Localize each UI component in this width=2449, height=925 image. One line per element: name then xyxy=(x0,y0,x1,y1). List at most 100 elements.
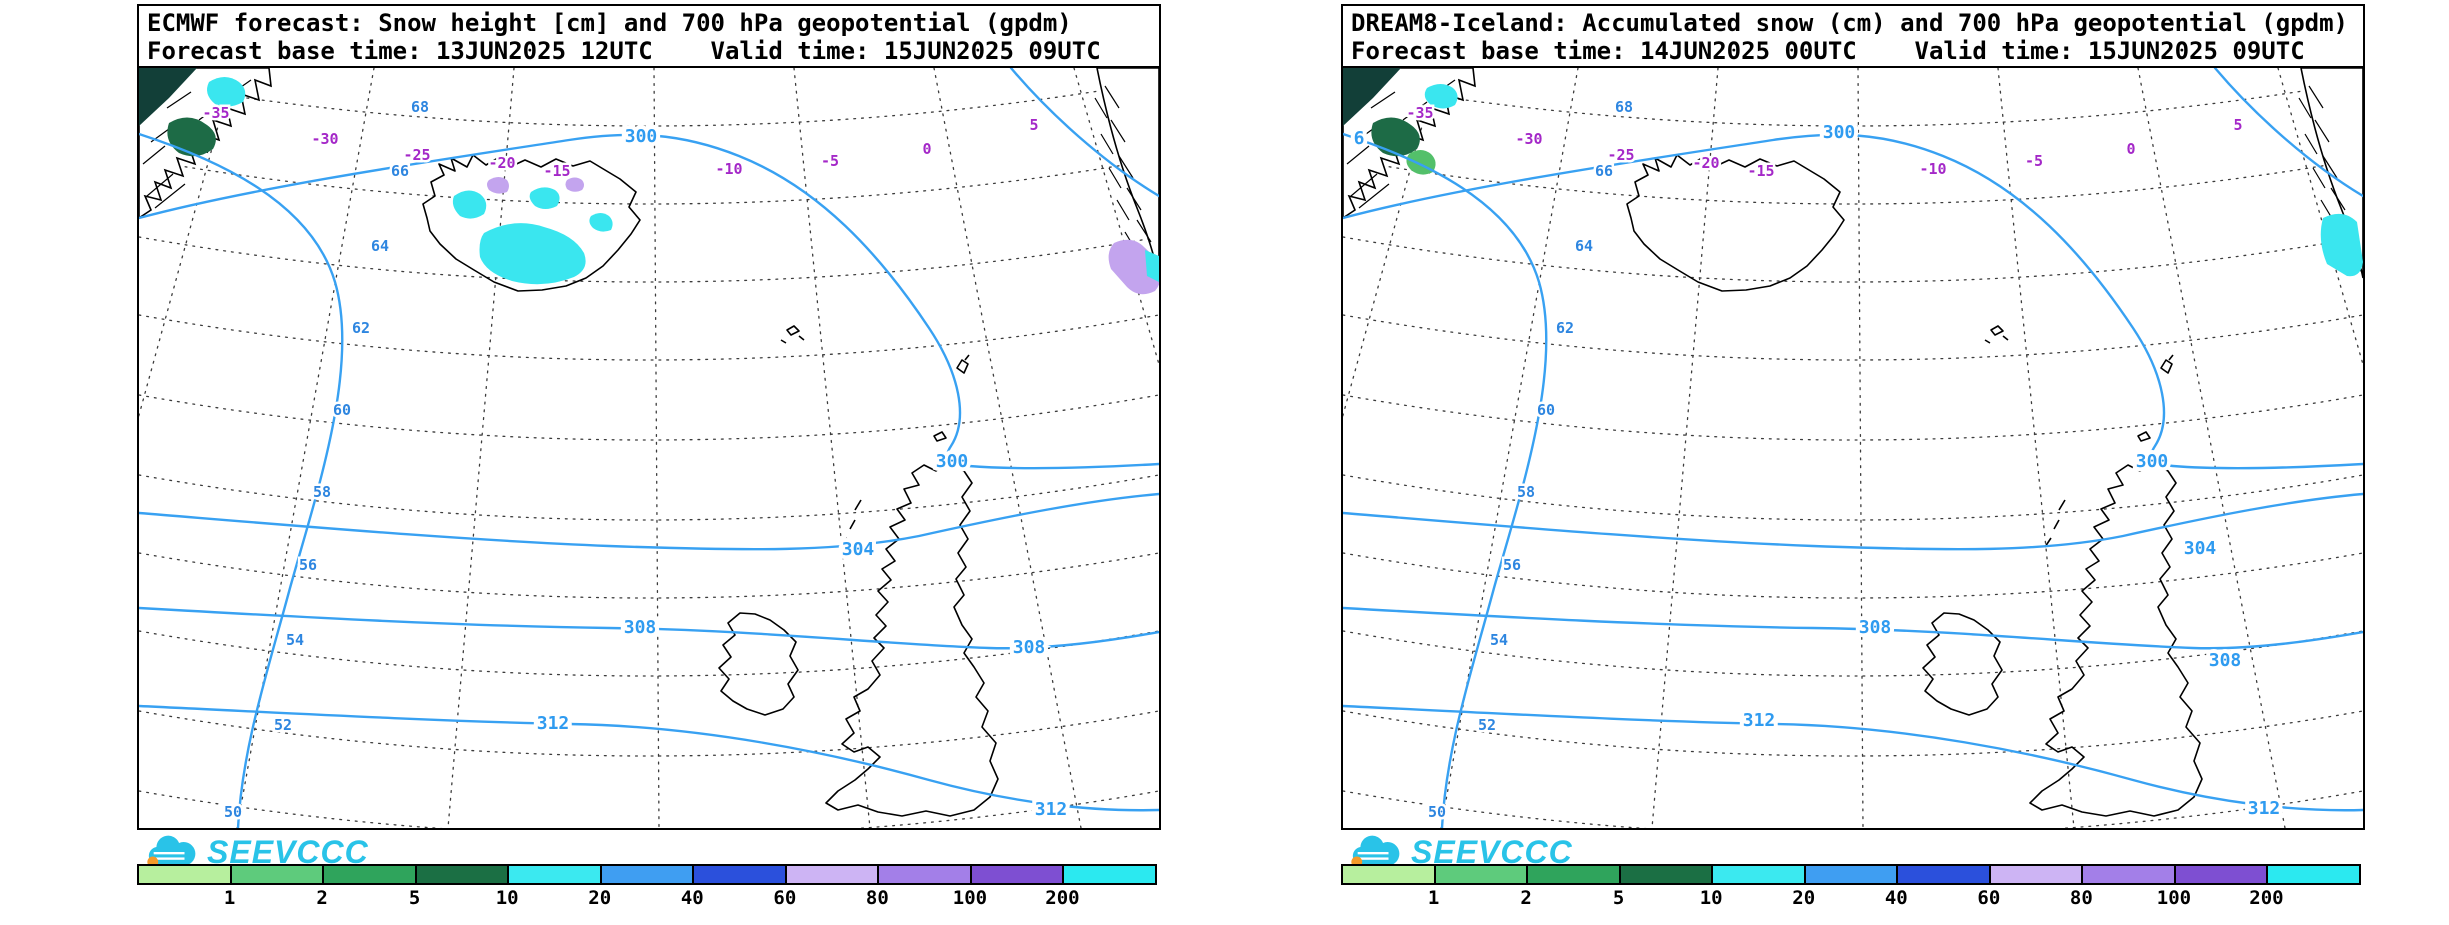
title-box: ECMWF forecast: Snow height [cm] and 700… xyxy=(137,4,1161,66)
temperature-label: -35 xyxy=(1406,104,1433,122)
latitude-label: 62 xyxy=(352,319,370,337)
map-ecmwf: 68 66 64 62 60 58 56 54 52 50 -35 -30 -25 -20 -15 -10 -… xyxy=(137,66,1161,830)
legend-cell: 40 xyxy=(601,866,704,909)
latitude-labels: 68 66 64 62 60 58 56 54 52 50 xyxy=(1425,96,1635,824)
legend-value: 80 xyxy=(2069,887,2093,909)
legend-cell: 10 xyxy=(1620,866,1723,909)
legend-cell: 10 xyxy=(416,866,519,909)
contour-label: 308 xyxy=(1013,637,1046,658)
contour-label: 312 xyxy=(537,713,570,734)
legend-cell: 80 xyxy=(786,866,889,909)
temperature-label: -15 xyxy=(543,162,570,180)
legend-bar: 1 2 5 10 20 40 60 80 100 200 xyxy=(1341,864,2361,909)
panel-subtitle: Forecast base time: 13JUN2025 12UTC Vali… xyxy=(147,37,1101,65)
legend-cell: 1 xyxy=(1343,866,1439,909)
legend-value: 2 xyxy=(316,887,328,909)
latitude-label: 50 xyxy=(224,803,242,821)
temperature-label: -5 xyxy=(821,152,839,170)
contour-label: 312 xyxy=(1035,799,1068,820)
legend-value: 1 xyxy=(1427,887,1440,909)
logo-text: SEEVCCC xyxy=(207,833,369,870)
temperature-label: -20 xyxy=(1692,154,1719,172)
contour-value-labels: 6 300 300 304 308 308 312 312 xyxy=(1350,118,2285,823)
legend-cell xyxy=(1064,866,1156,883)
temperature-label: -35 xyxy=(202,104,229,122)
temperature-label: -25 xyxy=(403,146,430,164)
temperature-label: 0 xyxy=(922,140,931,158)
legend-value: 200 xyxy=(1045,887,1080,909)
legend-value: 60 xyxy=(773,887,797,909)
legend-cell xyxy=(2268,866,2360,883)
latitude-label: 52 xyxy=(1478,716,1496,734)
temperature-label: -25 xyxy=(1607,146,1634,164)
panel-dream8: DREAM8-Iceland: Accumulated snow (cm) an… xyxy=(1341,4,2365,921)
temperature-labels: -35 -30 -25 -20 -15 -10 -5 0 5 xyxy=(200,102,1041,183)
legend-bar: 1 2 5 10 20 40 60 80 100 200 xyxy=(137,864,1157,909)
latitude-label: 66 xyxy=(391,162,409,180)
seevccc-logo: SEEVCCC xyxy=(141,832,369,872)
latitude-label: 56 xyxy=(299,556,317,574)
temperature-label: 5 xyxy=(2233,116,2242,134)
temperature-label: 0 xyxy=(2126,140,2135,158)
legend-value: 5 xyxy=(408,887,421,909)
legend-cell: 1 xyxy=(139,866,235,909)
snow-scale-legend: 1 2 5 10 20 40 60 80 100 200 xyxy=(1341,864,2361,909)
legend-value: 5 xyxy=(1612,887,1625,909)
legend-cell: 100 xyxy=(879,866,987,909)
latitude-label: 68 xyxy=(411,98,429,116)
contour-label: 300 xyxy=(625,126,658,147)
latitude-label: 54 xyxy=(1490,631,1508,649)
legend-cell: 200 xyxy=(971,866,1080,909)
legend-cell: 20 xyxy=(1713,866,1815,909)
panel-title: ECMWF forecast: Snow height [cm] and 700… xyxy=(147,9,1072,37)
latitude-label: 60 xyxy=(333,401,351,419)
legend-cell: 20 xyxy=(509,866,611,909)
contour-label: 6 xyxy=(1354,128,1365,149)
latitude-label: 60 xyxy=(1537,401,1555,419)
temperature-label: -15 xyxy=(1747,162,1774,180)
temperature-label: -30 xyxy=(311,130,338,148)
contour-value-labels: 300 300 304 308 308 312 312 xyxy=(533,122,1072,824)
temperature-label: -5 xyxy=(2025,152,2043,170)
legend-cell: 5 xyxy=(324,866,420,909)
contour-label: 308 xyxy=(2209,650,2242,671)
legend-cell: 100 xyxy=(2083,866,2191,909)
latitude-label: 64 xyxy=(1575,237,1593,255)
bottom-strip: SEEVCCC 1 2 5 10 20 40 60 80 100 200 xyxy=(137,830,1161,921)
legend-value: 20 xyxy=(588,887,612,909)
latitude-label: 68 xyxy=(1615,98,1633,116)
legend-value: 80 xyxy=(865,887,889,909)
legend-cell: 60 xyxy=(694,866,796,909)
legend-cell: 2 xyxy=(231,866,328,909)
legend-value: 60 xyxy=(1977,887,2001,909)
latitude-label: 58 xyxy=(313,483,331,501)
snow-scale-legend: 1 2 5 10 20 40 60 80 100 200 xyxy=(137,864,1157,909)
legend-cell: 60 xyxy=(1898,866,2000,909)
legend-value: 2 xyxy=(1520,887,1532,909)
legend-cell: 200 xyxy=(2175,866,2284,909)
bottom-strip: SEEVCCC 1 2 5 10 20 40 60 80 100 200 xyxy=(1341,830,2365,921)
latitude-label: 58 xyxy=(1517,483,1535,501)
latitude-label: 56 xyxy=(1503,556,1521,574)
contour-label: 312 xyxy=(2248,798,2281,819)
latitude-label: 54 xyxy=(286,631,304,649)
legend-value: 40 xyxy=(1884,887,1908,909)
legend-cell: 5 xyxy=(1528,866,1624,909)
latitude-label: 50 xyxy=(1428,803,1446,821)
legend-value: 200 xyxy=(2249,887,2284,909)
contour-label: 304 xyxy=(2184,538,2217,559)
contour-label: 304 xyxy=(842,539,875,560)
latitude-label: 62 xyxy=(1556,319,1574,337)
contour-label: 300 xyxy=(1823,122,1856,143)
latitude-label: 52 xyxy=(274,716,292,734)
temperature-label: -20 xyxy=(488,154,515,172)
temperature-label: -10 xyxy=(1919,160,1946,178)
legend-value: 100 xyxy=(2156,887,2192,909)
contour-label: 300 xyxy=(2136,451,2169,472)
contour-label: 312 xyxy=(1743,710,1776,731)
legend-value: 40 xyxy=(680,887,704,909)
logo-text: SEEVCCC xyxy=(1411,833,1573,870)
latitude-label: 64 xyxy=(371,237,389,255)
temperature-label: -10 xyxy=(715,160,742,178)
